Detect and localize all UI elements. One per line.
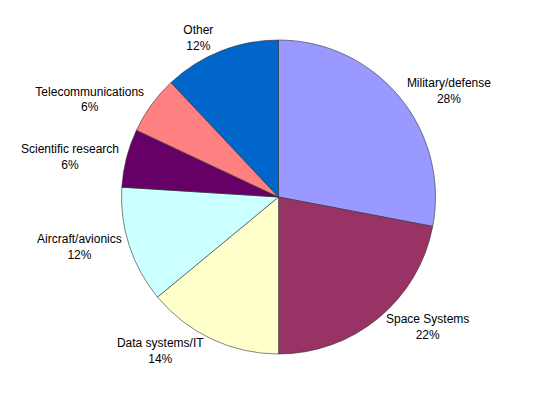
svg-text:Scientific research6%: Scientific research6% xyxy=(21,142,119,172)
svg-text:Aircraft/avionics12%: Aircraft/avionics12% xyxy=(37,232,122,262)
svg-text:Military/defense28%: Military/defense28% xyxy=(407,76,491,106)
svg-text:Data systems/IT14%: Data systems/IT14% xyxy=(117,336,204,366)
svg-text:Space Systems22%: Space Systems22% xyxy=(386,312,469,342)
svg-text:Telecommunications6%: Telecommunications6% xyxy=(35,85,144,115)
svg-text:Other12%: Other12% xyxy=(183,23,213,53)
